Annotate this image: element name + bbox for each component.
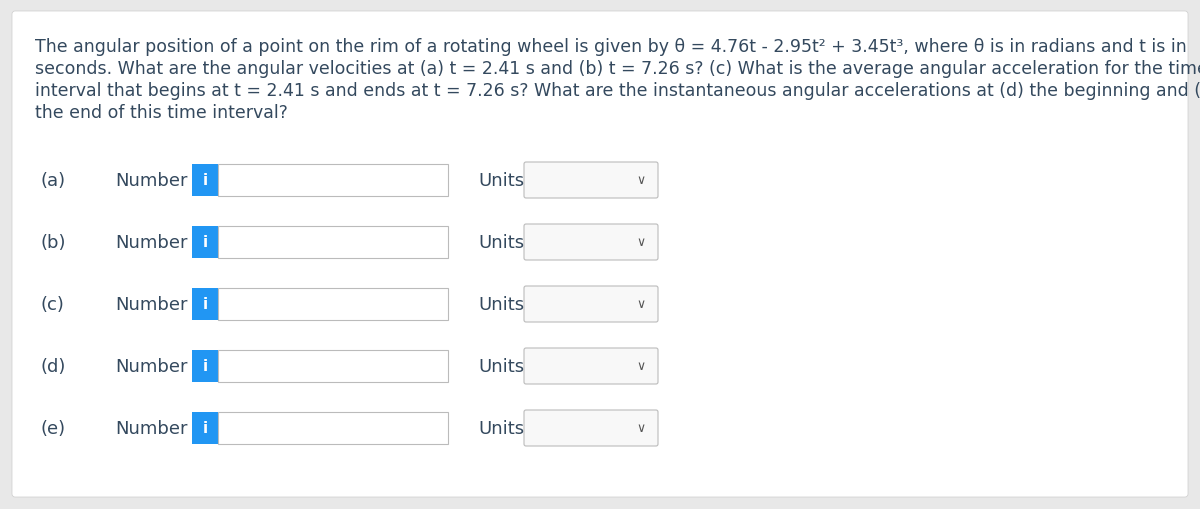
Text: (d): (d) [40,357,65,375]
Text: (a): (a) [40,172,65,190]
FancyBboxPatch shape [218,412,448,444]
Text: Number: Number [115,295,187,314]
FancyBboxPatch shape [218,289,448,320]
Text: (c): (c) [40,295,64,314]
Text: seconds. What are the angular velocities at (a) t = 2.41 s and (b) t = 7.26 s? (: seconds. What are the angular velocities… [35,60,1200,78]
Text: ∨: ∨ [636,174,646,187]
FancyBboxPatch shape [524,224,658,261]
Text: Units: Units [478,419,524,437]
FancyBboxPatch shape [218,227,448,259]
Text: Units: Units [478,172,524,190]
FancyBboxPatch shape [192,165,218,196]
FancyBboxPatch shape [192,227,218,259]
FancyBboxPatch shape [12,12,1188,497]
FancyBboxPatch shape [524,348,658,384]
Text: ∨: ∨ [636,421,646,435]
Text: i: i [203,173,208,188]
Text: (b): (b) [40,234,66,251]
FancyBboxPatch shape [218,350,448,382]
Text: The angular position of a point on the rim of a rotating wheel is given by θ = 4: The angular position of a point on the r… [35,38,1187,56]
Text: Units: Units [478,295,524,314]
Text: Units: Units [478,357,524,375]
Text: Number: Number [115,357,187,375]
FancyBboxPatch shape [192,350,218,382]
Text: the end of this time interval?: the end of this time interval? [35,104,288,122]
Text: Number: Number [115,172,187,190]
Text: (e): (e) [40,419,65,437]
Text: Number: Number [115,234,187,251]
Text: Units: Units [478,234,524,251]
Text: interval that begins at t = 2.41 s and ends at t = 7.26 s? What are the instanta: interval that begins at t = 2.41 s and e… [35,82,1200,100]
Text: i: i [203,420,208,436]
Text: ∨: ∨ [636,236,646,249]
FancyBboxPatch shape [524,410,658,446]
Text: Number: Number [115,419,187,437]
FancyBboxPatch shape [192,412,218,444]
Text: ∨: ∨ [636,360,646,373]
FancyBboxPatch shape [218,165,448,196]
FancyBboxPatch shape [524,163,658,199]
Text: i: i [203,297,208,312]
Text: ∨: ∨ [636,298,646,311]
Text: i: i [203,235,208,250]
Text: i: i [203,359,208,374]
FancyBboxPatch shape [192,289,218,320]
FancyBboxPatch shape [524,287,658,322]
